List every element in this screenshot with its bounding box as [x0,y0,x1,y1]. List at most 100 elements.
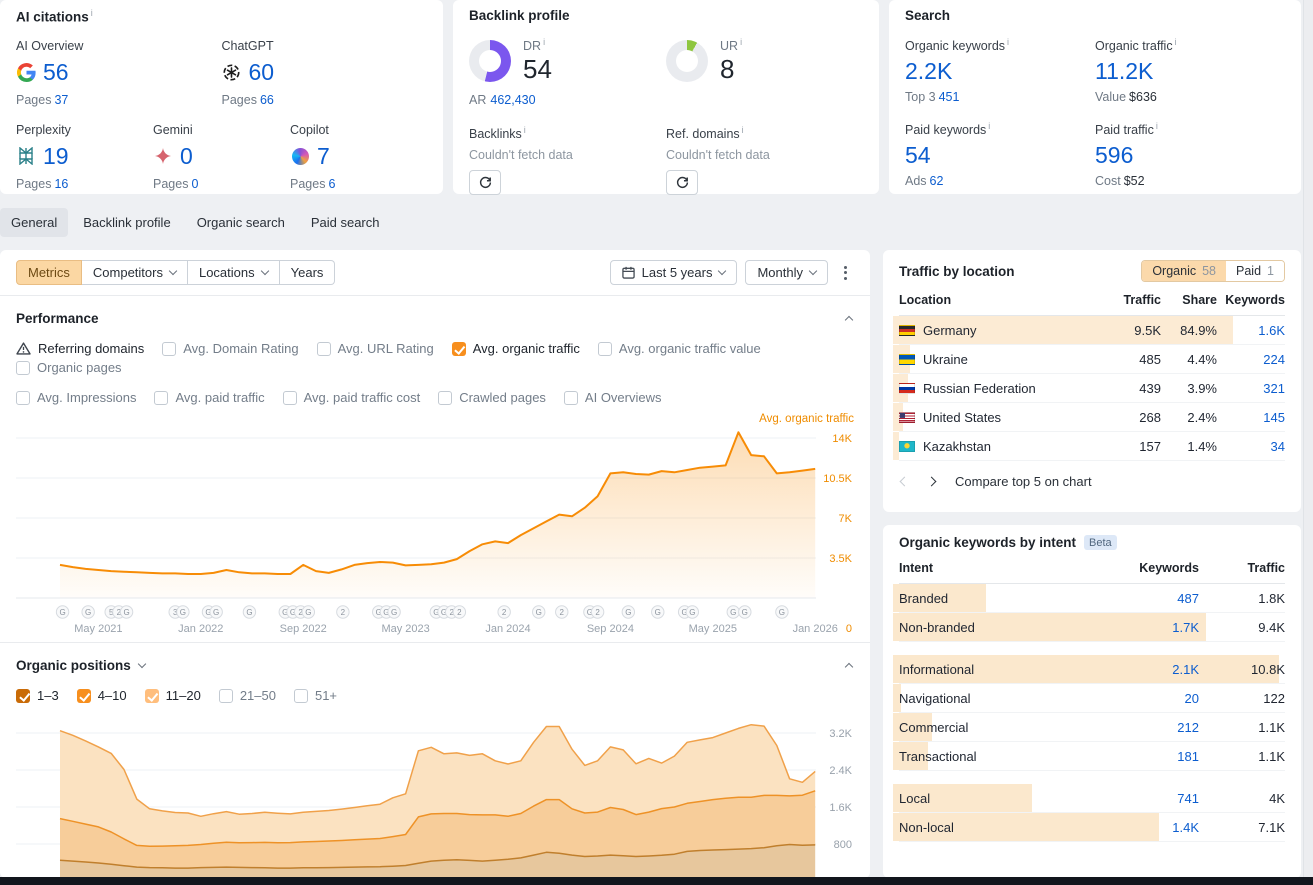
top3-value-link[interactable]: 451 [938,90,960,105]
ar-value-link[interactable]: 462,430 [490,93,536,108]
google-update-badge[interactable]: G [738,605,752,619]
intent-row-commercial[interactable]: Commercial 212 1.1K [893,713,1285,742]
metric-checkbox-avg-paid-traffic-cost[interactable]: Avg. paid traffic cost [282,388,420,407]
organic-traffic-value[interactable]: 11.2K [1095,58,1154,85]
google-update-badge[interactable]: 2 [555,605,569,619]
prev-page-button[interactable] [899,476,910,487]
toggle-paid[interactable]: Paid 1 [1226,261,1284,281]
metric-checkbox-referring-domains[interactable]: Referring domains [16,339,144,358]
intent-row-local[interactable]: Local 741 4K [893,784,1285,813]
metric-checkbox-avg-organic-traffic[interactable]: Avg. organic traffic [451,339,580,358]
position-checkbox-4-10[interactable]: 4–10 [76,686,127,705]
metric-checkbox-avg-url-rating[interactable]: Avg. URL Rating [316,339,434,358]
intent-row-non-branded[interactable]: Non-branded 1.7K 9.4K [893,613,1285,642]
location-row-united-states[interactable]: United States 268 2.4% 145 [893,403,1285,432]
years-button[interactable]: Years [279,260,336,285]
google-update-badge[interactable]: 2 [452,605,467,619]
intent-row-branded[interactable]: Branded 487 1.8K [893,584,1285,613]
google-update-badge[interactable]: 2 [336,605,350,619]
tab-paid-search[interactable]: Paid search [310,214,380,230]
google-update-badge[interactable]: 2 [590,605,605,619]
more-options-kebab-icon[interactable] [836,262,854,284]
intent-keywords-link[interactable]: 212 [1177,719,1199,735]
google-update-badge[interactable]: G [726,605,740,619]
intent-keywords-link[interactable]: 741 [1177,790,1199,806]
position-checkbox-21-50[interactable]: 21–50 [218,686,276,705]
tab-organic-search[interactable]: Organic search [196,214,285,230]
gemini-pages-count[interactable]: 0 [191,176,199,191]
paid-keywords-value[interactable]: 54 [905,142,931,169]
metric-checkbox-organic-pages[interactable]: Organic pages [16,358,122,377]
copilot-pages-count[interactable]: 6 [328,176,336,191]
ai-overview-pages-count[interactable]: 37 [54,92,69,107]
location-row-russian-federation[interactable]: Russian Federation 439 3.9% 321 [893,374,1285,403]
metric-checkbox-avg-impressions[interactable]: Avg. Impressions [16,388,136,407]
location-row-germany[interactable]: Germany 9.5K 84.9% 1.6K [893,316,1285,345]
location-keywords-link[interactable]: 224 [1263,351,1285,367]
google-update-badge[interactable]: G [242,605,257,619]
scrollbar[interactable] [1303,0,1313,877]
collapse-performance-icon[interactable] [844,309,854,328]
google-update-badge[interactable]: G [532,605,546,619]
intent-keywords-link[interactable]: 1.4K [1172,819,1199,835]
google-update-badge[interactable]: G [685,605,700,619]
ads-value-link[interactable]: 62 [929,174,944,189]
compare-top5-label[interactable]: Compare top 5 on chart [955,474,1092,489]
paid-traffic-value[interactable]: 596 [1095,142,1134,169]
metric-checkbox-avg-domain-rating[interactable]: Avg. Domain Rating [162,339,299,358]
locations-dropdown[interactable]: Locations [187,260,280,285]
metric-checkbox-ai-overviews[interactable]: AI Overviews [563,388,662,407]
competitors-dropdown[interactable]: Competitors [81,260,188,285]
chatgpt-count[interactable]: 60 [248,58,275,85]
location-keywords-link[interactable]: 145 [1263,409,1285,425]
google-update-badge[interactable]: G [176,605,190,619]
location-keywords-link[interactable]: 321 [1263,380,1285,396]
organic-positions-section-title[interactable]: Organic positions [16,658,147,673]
google-update-badge[interactable]: G [621,605,636,619]
google-update-badge[interactable]: G [775,605,789,619]
position-checkbox-51+[interactable]: 51+ [293,686,337,705]
collapse-positions-icon[interactable] [844,656,854,675]
metric-checkbox-crawled-pages[interactable]: Crawled pages [438,388,546,407]
google-update-badge[interactable]: G [81,605,95,619]
backlinks-refresh-button[interactable] [469,170,501,196]
google-update-badge[interactable]: G [55,605,70,619]
granularity-dropdown[interactable]: Monthly [745,260,828,285]
google-update-badge[interactable]: G [119,605,134,619]
location-row-ukraine[interactable]: Ukraine 485 4.4% 224 [893,345,1285,374]
intent-row-navigational[interactable]: Navigational 20 122 [893,684,1285,713]
google-update-badge[interactable]: G [301,605,316,619]
perplexity-count[interactable]: 19 [43,142,69,169]
organic-keywords-value[interactable]: 2.2K [905,58,953,85]
date-range-dropdown[interactable]: Last 5 years [609,260,738,285]
tab-backlink-profile[interactable]: Backlink profile [83,214,171,230]
google-update-badge[interactable]: 2 [497,605,511,619]
copilot-count[interactable]: 7 [317,142,330,169]
ai-overview-count[interactable]: 56 [43,58,69,85]
google-update-badge[interactable]: G [209,605,223,619]
location-keywords-link[interactable]: 1.6K [1258,322,1285,338]
google-update-badge[interactable]: G [387,605,401,619]
ref-domains-refresh-button[interactable] [666,170,698,196]
position-checkbox-1-3[interactable]: 1–3 [16,686,59,705]
metrics-button[interactable]: Metrics [16,260,82,285]
chatgpt-pages-count[interactable]: 66 [259,92,274,107]
intent-keywords-link[interactable]: 487 [1177,590,1199,606]
metric-checkbox-avg-paid-traffic[interactable]: Avg. paid traffic [154,388,265,407]
gemini-count[interactable]: 0 [180,142,193,169]
next-page-button[interactable] [926,476,937,487]
location-keywords-link[interactable]: 34 [1270,438,1285,454]
intent-keywords-link[interactable]: 1.7K [1172,619,1199,635]
intent-row-transactional[interactable]: Transactional 181 1.1K [893,742,1285,771]
location-row-kazakhstan[interactable]: Kazakhstan 157 1.4% 34 [893,432,1285,461]
intent-row-non-local[interactable]: Non-local 1.4K 7.1K [893,813,1285,842]
intent-keywords-link[interactable]: 20 [1184,690,1199,706]
intent-row-informational[interactable]: Informational 2.1K 10.8K [893,655,1285,684]
position-checkbox-11-20[interactable]: 11–20 [144,686,201,705]
metric-checkbox-avg-organic-traffic-value[interactable]: Avg. organic traffic value [597,339,761,358]
perplexity-pages-count[interactable]: 16 [54,176,69,191]
google-update-badge[interactable]: G [651,605,665,619]
toggle-organic[interactable]: Organic 58 [1142,261,1227,281]
intent-keywords-link[interactable]: 181 [1177,748,1199,764]
intent-keywords-link[interactable]: 2.1K [1172,661,1199,677]
